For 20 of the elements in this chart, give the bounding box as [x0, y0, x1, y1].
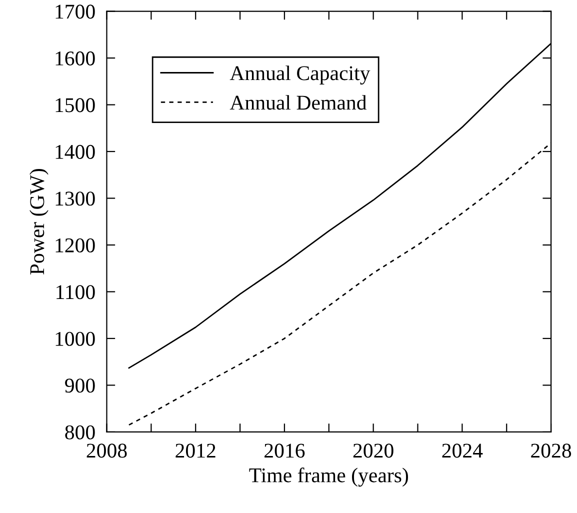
x-tick-label: 2008 [86, 444, 127, 458]
y-tick-label: 1700 [56, 4, 95, 19]
x-tick-label: 2016 [264, 444, 305, 458]
x-tick-label: 2020 [353, 444, 394, 458]
legend-label: Annual Demand [230, 95, 367, 110]
x-tick-label: 2028 [531, 444, 572, 458]
y-tick-label: 1500 [56, 98, 95, 112]
y-tick-label: 800 [65, 425, 95, 440]
y-tick-label: 900 [65, 378, 95, 393]
y-tick-label: 1400 [56, 144, 95, 159]
legend-label: Annual Capacity [230, 66, 370, 85]
x-axis-title: Time frame (years) [249, 468, 408, 487]
y-tick-label: 1000 [56, 332, 95, 346]
x-tick-label: 2024 [442, 444, 483, 458]
y-tick-label: 1600 [56, 51, 95, 66]
y-tick-label: 1100 [56, 285, 95, 300]
y-tick-label: 1200 [56, 238, 95, 252]
y-axis-title: Power (GW) [30, 169, 48, 275]
x-tick-label: 2012 [176, 444, 216, 458]
y-tick-label: 1300 [56, 192, 95, 206]
